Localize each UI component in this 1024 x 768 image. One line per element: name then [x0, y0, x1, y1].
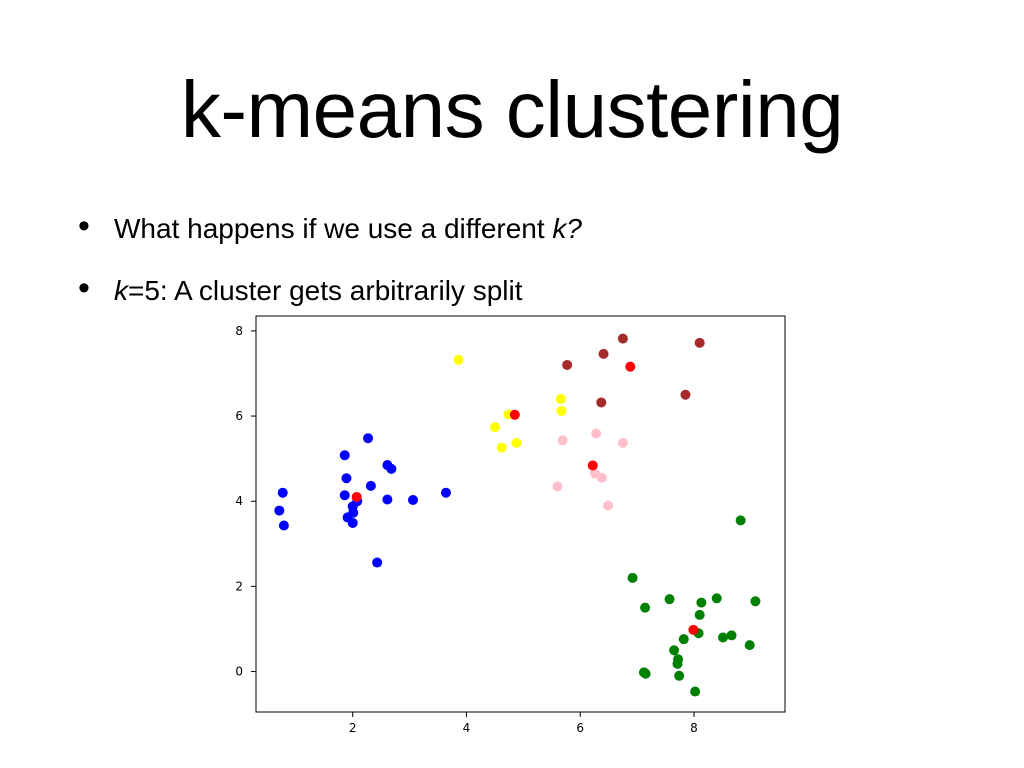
data-point [627, 572, 638, 583]
data-point [372, 557, 383, 568]
data-point [339, 450, 350, 461]
data-point [694, 337, 705, 348]
data-point [557, 435, 568, 446]
bullet-text-end: =5: A cluster gets arbitrarily split [128, 275, 523, 306]
data-point [511, 437, 522, 448]
data-point [750, 596, 761, 607]
data-point [603, 500, 614, 511]
y-tick-label: 2 [235, 579, 243, 593]
data-point [596, 472, 607, 483]
data-point [365, 480, 376, 491]
y-tick-label: 8 [235, 324, 243, 338]
data-point [382, 494, 393, 505]
bullet-dot-icon: • [78, 207, 90, 245]
y-tick-label: 0 [235, 665, 243, 679]
data-point [453, 354, 464, 365]
data-point [509, 409, 520, 420]
data-point [625, 361, 636, 372]
x-tick-label: 8 [690, 721, 698, 735]
data-point [744, 640, 755, 651]
data-point [726, 630, 737, 641]
data-point [363, 433, 374, 444]
bullet-item: • k=5: A cluster gets arbitrarily split [78, 268, 582, 330]
data-point [274, 505, 285, 516]
data-point [347, 517, 358, 528]
bullet-list: • What happens if we use a different k? … [78, 206, 582, 330]
data-point [674, 670, 685, 681]
data-point [386, 463, 397, 474]
data-point [341, 473, 352, 484]
data-point [489, 422, 500, 433]
data-point [598, 348, 609, 359]
data-point [696, 597, 707, 608]
data-point [640, 668, 651, 679]
data-point [690, 686, 701, 697]
x-tick-label: 6 [576, 721, 584, 735]
data-point [278, 520, 289, 531]
data-point [711, 593, 722, 604]
bullet-emphasis: k [114, 275, 128, 306]
data-point [680, 389, 691, 400]
data-point [596, 397, 607, 408]
data-point [587, 460, 598, 471]
data-point [640, 602, 651, 613]
y-tick-label: 6 [235, 409, 243, 423]
data-point [664, 594, 675, 605]
data-point [678, 634, 689, 645]
bullet-text: What happens if we use a different [114, 213, 553, 244]
data-point [617, 333, 628, 344]
data-point [339, 490, 350, 501]
data-point [673, 654, 684, 665]
data-point [562, 359, 573, 370]
data-point [694, 609, 705, 620]
data-point [555, 394, 566, 405]
y-tick-label: 4 [235, 494, 243, 508]
data-point [556, 405, 567, 416]
bullet-dot-icon: • [78, 269, 90, 307]
data-point [688, 624, 699, 635]
data-point [348, 507, 359, 518]
bullet-item: • What happens if we use a different k? [78, 206, 582, 268]
plot-frame [255, 315, 786, 713]
data-point [669, 645, 680, 656]
data-point [617, 437, 628, 448]
x-tick-label: 4 [463, 721, 471, 735]
data-point [277, 487, 288, 498]
data-point [735, 515, 746, 526]
x-tick-label: 2 [349, 721, 357, 735]
data-point [496, 442, 507, 453]
data-point [717, 632, 728, 643]
bullet-emphasis: k? [552, 213, 582, 244]
data-point [351, 491, 362, 502]
data-point [407, 494, 418, 505]
slide-title: k-means clustering [180, 65, 844, 154]
data-point [552, 481, 563, 492]
data-point [440, 487, 451, 498]
data-point [591, 428, 602, 439]
